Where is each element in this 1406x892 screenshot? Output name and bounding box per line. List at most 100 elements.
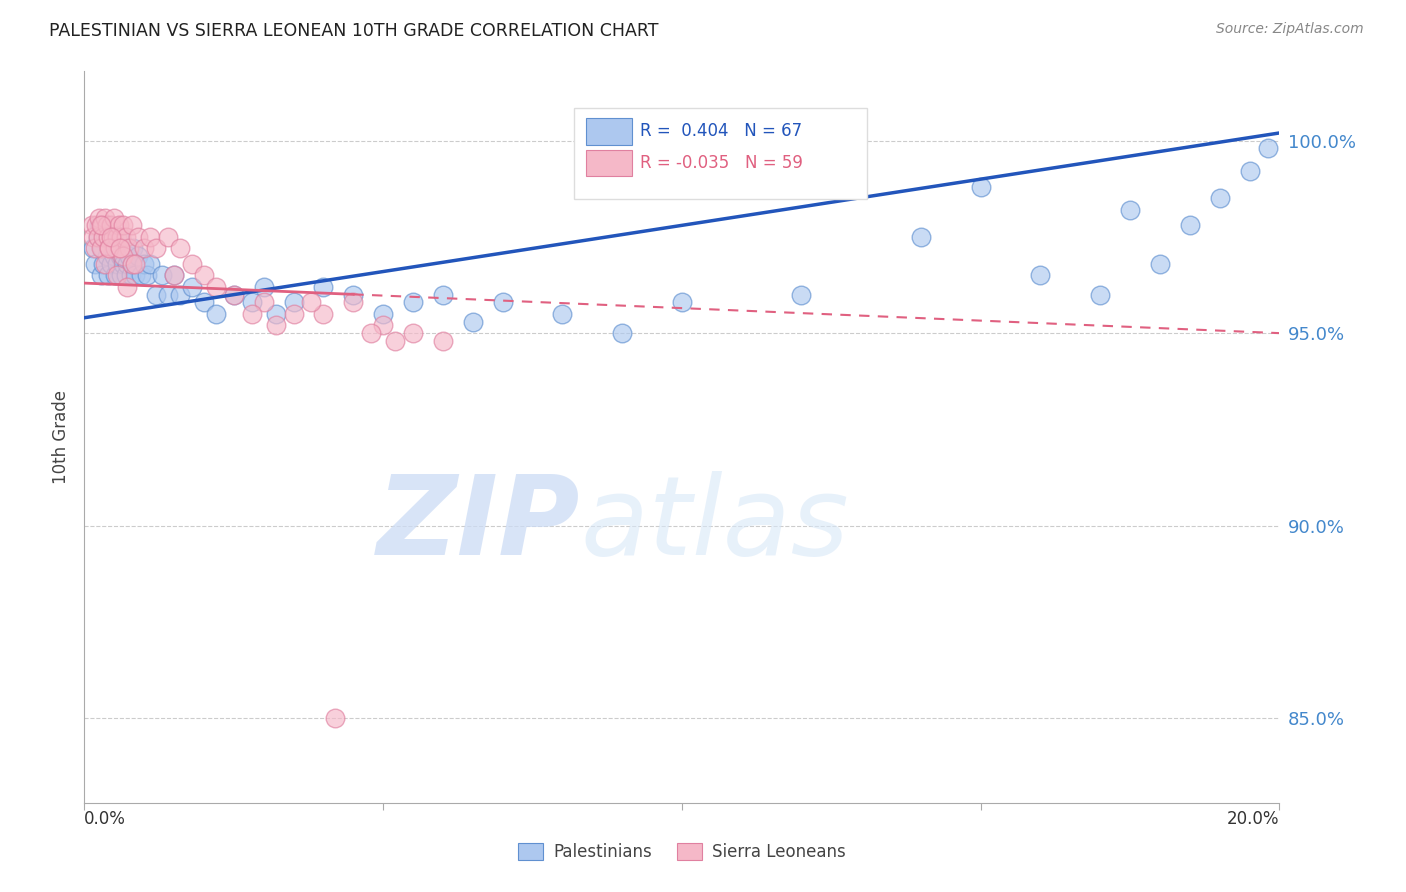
Point [551,307,574,321]
Point [1239,164,1261,178]
Point [1119,202,1142,217]
Y-axis label: 10th Grade: 10th Grade [52,390,70,484]
Point [790,287,813,301]
Point [105,230,128,244]
Point [108,230,131,244]
Point [98,242,121,256]
Point [117,257,139,271]
Point [612,326,634,340]
Point [283,307,305,321]
Point [671,295,693,310]
Point [115,230,138,244]
Point [108,219,131,233]
Point [94,257,117,271]
Point [169,287,191,301]
Text: PALESTINIAN VS SIERRA LEONEAN 10TH GRADE CORRELATION CHART: PALESTINIAN VS SIERRA LEONEAN 10TH GRADE… [49,22,658,40]
Point [145,287,167,301]
Legend: Palestinians, Sierra Leoneans: Palestinians, Sierra Leoneans [512,836,852,868]
Point [163,268,186,283]
Point [100,230,122,244]
Point [86,230,108,244]
Point [129,268,152,283]
Point [193,268,215,283]
Point [94,211,117,225]
Point [103,211,125,225]
Point [98,242,121,256]
Point [163,268,186,283]
Point [127,249,149,263]
Point [264,318,287,333]
Point [145,242,167,256]
Point [103,249,125,263]
Point [181,280,204,294]
Point [84,257,107,271]
Text: Source: ZipAtlas.com: Source: ZipAtlas.com [1216,22,1364,37]
Point [157,230,180,244]
Point [325,711,347,725]
Point [139,230,162,244]
Point [97,268,120,283]
Point [264,307,287,321]
Point [112,249,135,263]
Point [342,287,364,301]
Point [132,242,156,256]
Point [384,334,406,348]
Point [312,307,335,321]
Point [89,219,111,233]
Point [121,219,143,233]
Point [222,287,245,301]
Point [90,219,112,233]
Point [93,230,115,244]
Point [93,257,115,271]
Point [222,287,245,301]
Point [342,295,364,310]
Point [1029,268,1052,283]
Point [301,295,323,310]
Point [98,242,121,256]
Point [132,257,156,271]
Point [461,315,484,329]
Point [1209,191,1232,205]
Point [492,295,515,310]
Point [402,295,425,310]
Point [91,242,114,256]
Point [122,242,145,256]
Point [82,230,104,244]
Point [193,295,215,310]
Point [80,219,103,233]
Point [101,230,124,244]
FancyBboxPatch shape [586,150,631,176]
Point [97,230,120,244]
Point [1257,141,1279,155]
Point [89,211,111,225]
Point [432,334,454,348]
Point [1090,287,1112,301]
Point [120,268,142,283]
Text: ZIP: ZIP [377,471,581,578]
Point [94,230,117,244]
Text: R =  0.404   N = 67: R = 0.404 N = 67 [640,122,803,140]
Point [139,257,162,271]
Point [118,249,141,263]
Point [121,257,143,271]
Point [205,307,228,321]
Point [90,242,112,256]
Point [970,179,993,194]
Point [432,287,454,301]
Point [1149,257,1171,271]
Point [157,287,180,301]
Text: 0.0%: 0.0% [84,811,127,829]
Point [86,219,108,233]
Point [110,230,132,244]
Point [373,318,395,333]
Point [110,249,132,263]
Point [91,219,114,233]
Point [253,295,276,310]
Point [124,257,146,271]
Point [104,268,127,283]
Point [86,230,108,244]
Point [373,307,395,321]
Point [112,219,135,233]
FancyBboxPatch shape [586,118,631,145]
Point [240,295,263,310]
